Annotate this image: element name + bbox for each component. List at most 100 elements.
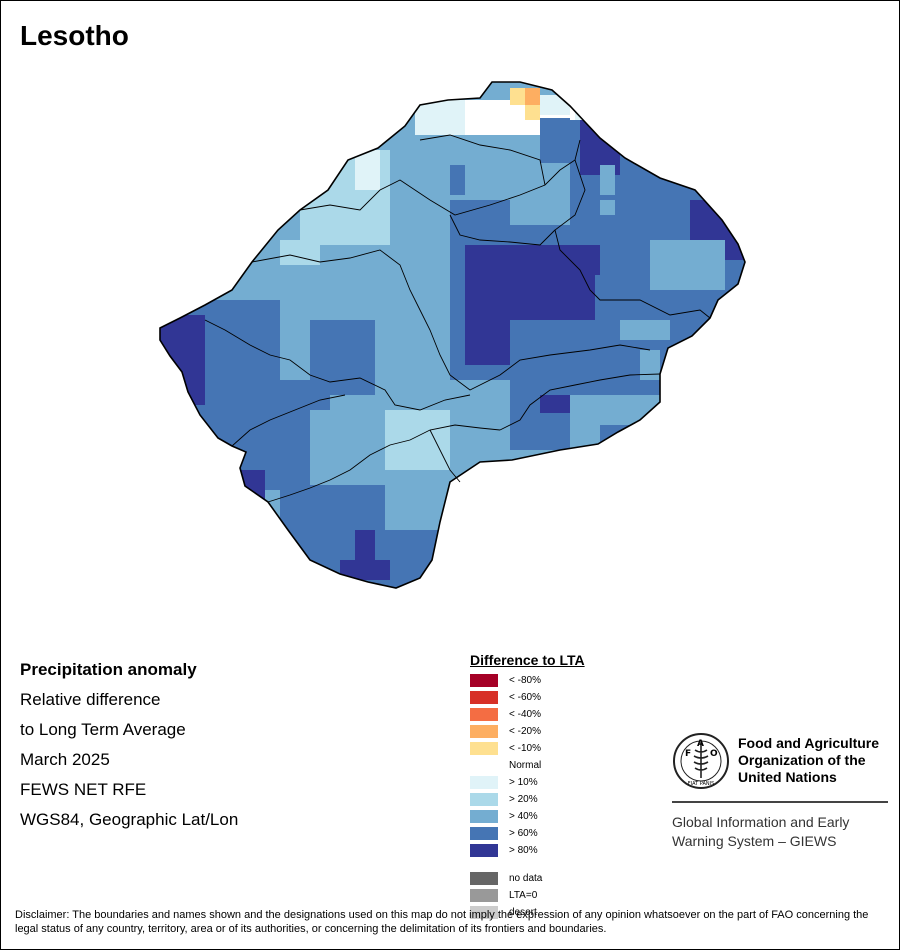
- north-cell: [540, 95, 570, 115]
- legend-swatch: [470, 793, 498, 806]
- giews-line: Global Information and Early: [672, 814, 850, 830]
- map-info-block: Precipitation anomaly Relative differenc…: [20, 655, 238, 835]
- disclaimer: Disclaimer: The boundaries and names sho…: [15, 909, 869, 935]
- legend-gap: [470, 859, 670, 870]
- north-cell: [540, 118, 570, 163]
- legend-swatch: [470, 674, 498, 687]
- legend-row: Normal: [470, 757, 670, 774]
- center-east-cell: [510, 195, 570, 225]
- northeast-cell: [690, 200, 735, 245]
- legend-label: > 60%: [509, 828, 538, 839]
- legend-label: > 80%: [509, 845, 538, 856]
- northeast-cell: [620, 320, 670, 340]
- center-east-cell: [580, 245, 600, 275]
- district-boundary-line: [554, 159, 711, 319]
- center-east-cell: [465, 245, 595, 320]
- district-boundary-line: [499, 373, 661, 431]
- legend-row: < -10%: [470, 740, 670, 757]
- south-cell: [340, 560, 390, 580]
- south-light-cell: [385, 470, 430, 530]
- legend-row: > 40%: [470, 808, 670, 825]
- legend-swatch: [470, 691, 498, 704]
- info-line: FEWS NET RFE: [20, 780, 147, 799]
- legend-row: < -60%: [470, 689, 670, 706]
- legend-row: < -40%: [470, 706, 670, 723]
- central-cell: [290, 380, 330, 410]
- info-line: WGS84, Geographic Lat/Lon: [20, 810, 239, 829]
- legend-row: > 20%: [470, 791, 670, 808]
- south-light-cell: [430, 430, 450, 450]
- legend-label: > 20%: [509, 794, 538, 805]
- svg-text:O: O: [710, 749, 718, 759]
- info-line: March 2025: [20, 750, 110, 769]
- legend-row: < -80%: [470, 672, 670, 689]
- west-cell: [160, 315, 205, 405]
- legend-label: Normal: [509, 760, 542, 771]
- country-boundary: [159, 81, 746, 589]
- district-boundary-line: [251, 249, 651, 391]
- southeast-cell: [570, 395, 660, 425]
- center-east-cell: [450, 165, 465, 195]
- legend-label: < -80%: [509, 675, 541, 686]
- legend-label: no data: [509, 873, 543, 884]
- legend-extra-items: no data LTA=0 desert: [470, 870, 670, 921]
- legend-label: < -10%: [509, 743, 541, 754]
- legend-items: < -80% < -60% < -40% < -20% < -10% Normal > 10…: [470, 672, 670, 859]
- district-boundary-line: [299, 139, 581, 216]
- legend-label: < -20%: [509, 726, 541, 737]
- legend-swatch: [470, 776, 498, 789]
- giews-line: Warning System – GIEWS: [672, 833, 837, 849]
- north-cell: [525, 88, 540, 105]
- northwest-light-cell: [280, 240, 320, 265]
- legend-swatch: [470, 872, 498, 885]
- legend-swatch: [470, 759, 498, 772]
- north-cell: [510, 88, 525, 105]
- fao-name-line: Food and Agriculture: [738, 735, 880, 751]
- district-boundary-line: [267, 424, 501, 503]
- fao-name-line: United Nations: [738, 769, 837, 785]
- southeast-cell: [570, 425, 600, 455]
- info-line: Relative difference: [20, 690, 161, 709]
- legend-label: < -40%: [509, 709, 541, 720]
- legend-swatch: [470, 906, 498, 919]
- southeast-cell: [540, 395, 570, 413]
- district-boundary-line: [204, 319, 471, 411]
- anomaly-grid: [160, 82, 745, 588]
- district-boundaries: [204, 134, 711, 503]
- south-cell: [390, 580, 405, 588]
- southeast-cell: [640, 350, 660, 380]
- legend-row: LTA=0: [470, 887, 670, 904]
- map-title: Lesotho: [20, 20, 129, 51]
- legend-swatch: [470, 844, 498, 857]
- legend-label: > 40%: [509, 811, 538, 822]
- svg-text:A: A: [697, 739, 704, 749]
- northwest-light-cell: [355, 150, 380, 190]
- legend-swatch: [470, 827, 498, 840]
- legend-swatch: [470, 810, 498, 823]
- info-line: to Long Term Average: [20, 720, 186, 739]
- svg-text:F: F: [685, 749, 691, 759]
- fao-logo-motto: FIAT PANIS: [688, 781, 715, 787]
- northeast-cell: [725, 240, 745, 260]
- fao-name: Food and Agriculture Organization of the…: [738, 735, 898, 786]
- legend-row: > 10%: [470, 774, 670, 791]
- legend-swatch: [470, 889, 498, 902]
- fao-name-line: Organization of the: [738, 752, 866, 768]
- legend-label: > 10%: [509, 777, 538, 788]
- legend: Difference to LTA < -80% < -60% < -40% < -2…: [470, 652, 670, 921]
- legend-swatch: [470, 708, 498, 721]
- west-cell: [235, 470, 265, 505]
- giews-label: Global Information and Early Warning Sys…: [672, 813, 892, 851]
- legend-row: > 60%: [470, 825, 670, 842]
- southeast-cell: [660, 390, 680, 410]
- center-east-cell: [465, 320, 510, 365]
- legend-row: < -20%: [470, 723, 670, 740]
- legend-label: desert: [509, 907, 537, 918]
- legend-swatch: [470, 725, 498, 738]
- northeast-cell: [600, 165, 615, 195]
- southeast-cell: [450, 380, 510, 460]
- legend-row: no data: [470, 870, 670, 887]
- district-boundary-line: [449, 214, 556, 246]
- district-boundary-line: [419, 134, 546, 186]
- district-boundary-line: [231, 394, 346, 447]
